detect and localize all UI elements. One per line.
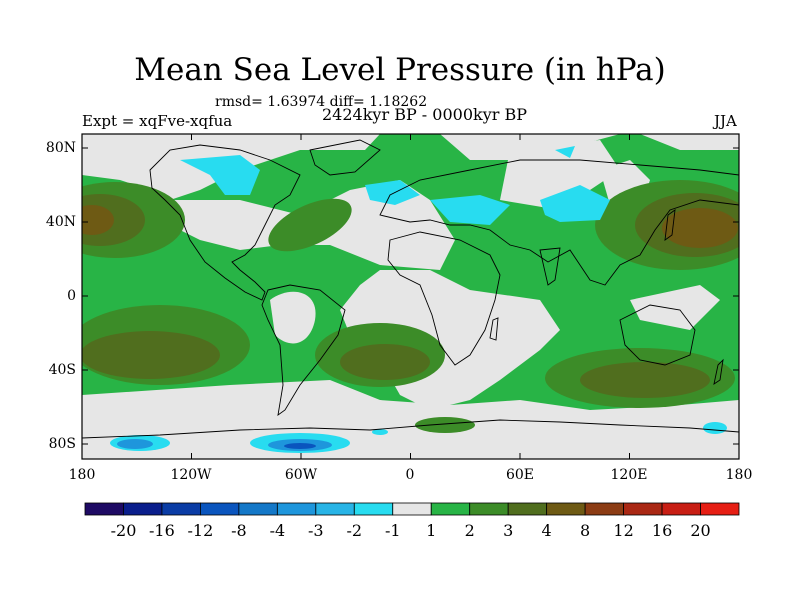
- colorbar-swatch: [584, 502, 624, 516]
- colorbar-label: 2: [464, 521, 475, 540]
- south-america-coast: [261, 284, 346, 416]
- greenland-coast: [309, 139, 381, 176]
- neutral-anomaly-regions: [82, 134, 739, 459]
- australia-coast: [619, 304, 696, 366]
- colorbar-swatch: [161, 502, 201, 516]
- lon-tick-120w: 120W: [170, 467, 212, 483]
- colorbar-label: 3: [503, 521, 514, 540]
- lat-tick-80s: 80S: [48, 436, 76, 452]
- new-zealand-coast: [713, 358, 724, 385]
- period-label: 2424kyr BP - 0000kyr BP: [322, 105, 527, 124]
- india-coast: [539, 247, 561, 286]
- colorbar-label: 4: [541, 521, 552, 540]
- season-label: JJA: [714, 112, 737, 130]
- colorbar-label: 20: [690, 521, 711, 540]
- coastlines: [82, 139, 739, 439]
- colorbar-swatch: [546, 502, 586, 516]
- colorbar-swatch: [276, 502, 317, 516]
- colorbar-label: -12: [187, 521, 214, 540]
- colorbar-swatch: [700, 502, 740, 516]
- africa-coast: [387, 231, 501, 366]
- lon-tick-180e: 180: [725, 467, 753, 483]
- negative-anomaly-regions: [110, 146, 727, 453]
- colorbar-label: -4: [269, 521, 286, 540]
- antarctica-coast: [82, 419, 739, 439]
- colorbar-label: -16: [149, 521, 175, 540]
- colorbar-swatch: [469, 502, 509, 516]
- eurasia-coast: [379, 159, 739, 286]
- colorbar-swatch: [200, 502, 240, 516]
- japan-coast: [664, 209, 676, 241]
- colorbar-swatch: [84, 502, 124, 516]
- lon-tick-0: 0: [405, 467, 415, 483]
- axis-ticks: [81, 134, 740, 459]
- lon-tick-120e: 120E: [610, 467, 648, 483]
- north-america-coast: [149, 144, 301, 301]
- colorbar-swatch: [238, 502, 278, 516]
- colorbar-swatch: [392, 502, 432, 516]
- lat-tick-40n: 40N: [45, 214, 76, 230]
- madagascar-coast: [489, 317, 499, 341]
- colorbar-swatch: [507, 502, 548, 516]
- colorbar-label: -8: [231, 521, 247, 540]
- colorbar-swatch: [661, 502, 701, 516]
- colorbar-label: -20: [110, 521, 137, 540]
- lon-tick-60w: 60W: [284, 467, 318, 483]
- positive-anomaly-regions: [82, 180, 739, 433]
- colorbar-label: 8: [580, 521, 591, 540]
- lon-tick-180w: 180: [68, 467, 96, 483]
- colorbar-label: 16: [651, 521, 673, 540]
- colorbar-swatch: [623, 502, 663, 516]
- colorbar-swatch: [123, 502, 163, 516]
- colorbar: [84, 502, 740, 516]
- colorbar-swatch: [353, 502, 394, 516]
- colorbar-label: -2: [346, 521, 363, 540]
- colorbar-label: -1: [385, 521, 401, 540]
- colorbar-swatch: [315, 502, 355, 516]
- colorbar-label: -3: [308, 521, 324, 540]
- lon-tick-60e: 60E: [505, 467, 535, 483]
- page-title: Mean Sea Level Pressure (in hPa): [134, 52, 666, 88]
- colorbar-label: 1: [426, 521, 437, 540]
- lat-tick-40s: 40S: [48, 362, 76, 378]
- statistics-line: rmsd= 1.63974 diff= 1.18262: [215, 94, 428, 110]
- colorbar-label: 12: [613, 521, 634, 540]
- colorbar-swatch: [430, 502, 471, 516]
- lat-tick-80n: 80N: [45, 140, 76, 156]
- map-plot: [82, 134, 739, 459]
- experiment-label: Expt = xqFve-xqfua: [82, 112, 233, 130]
- lat-tick-0: 0: [67, 288, 76, 304]
